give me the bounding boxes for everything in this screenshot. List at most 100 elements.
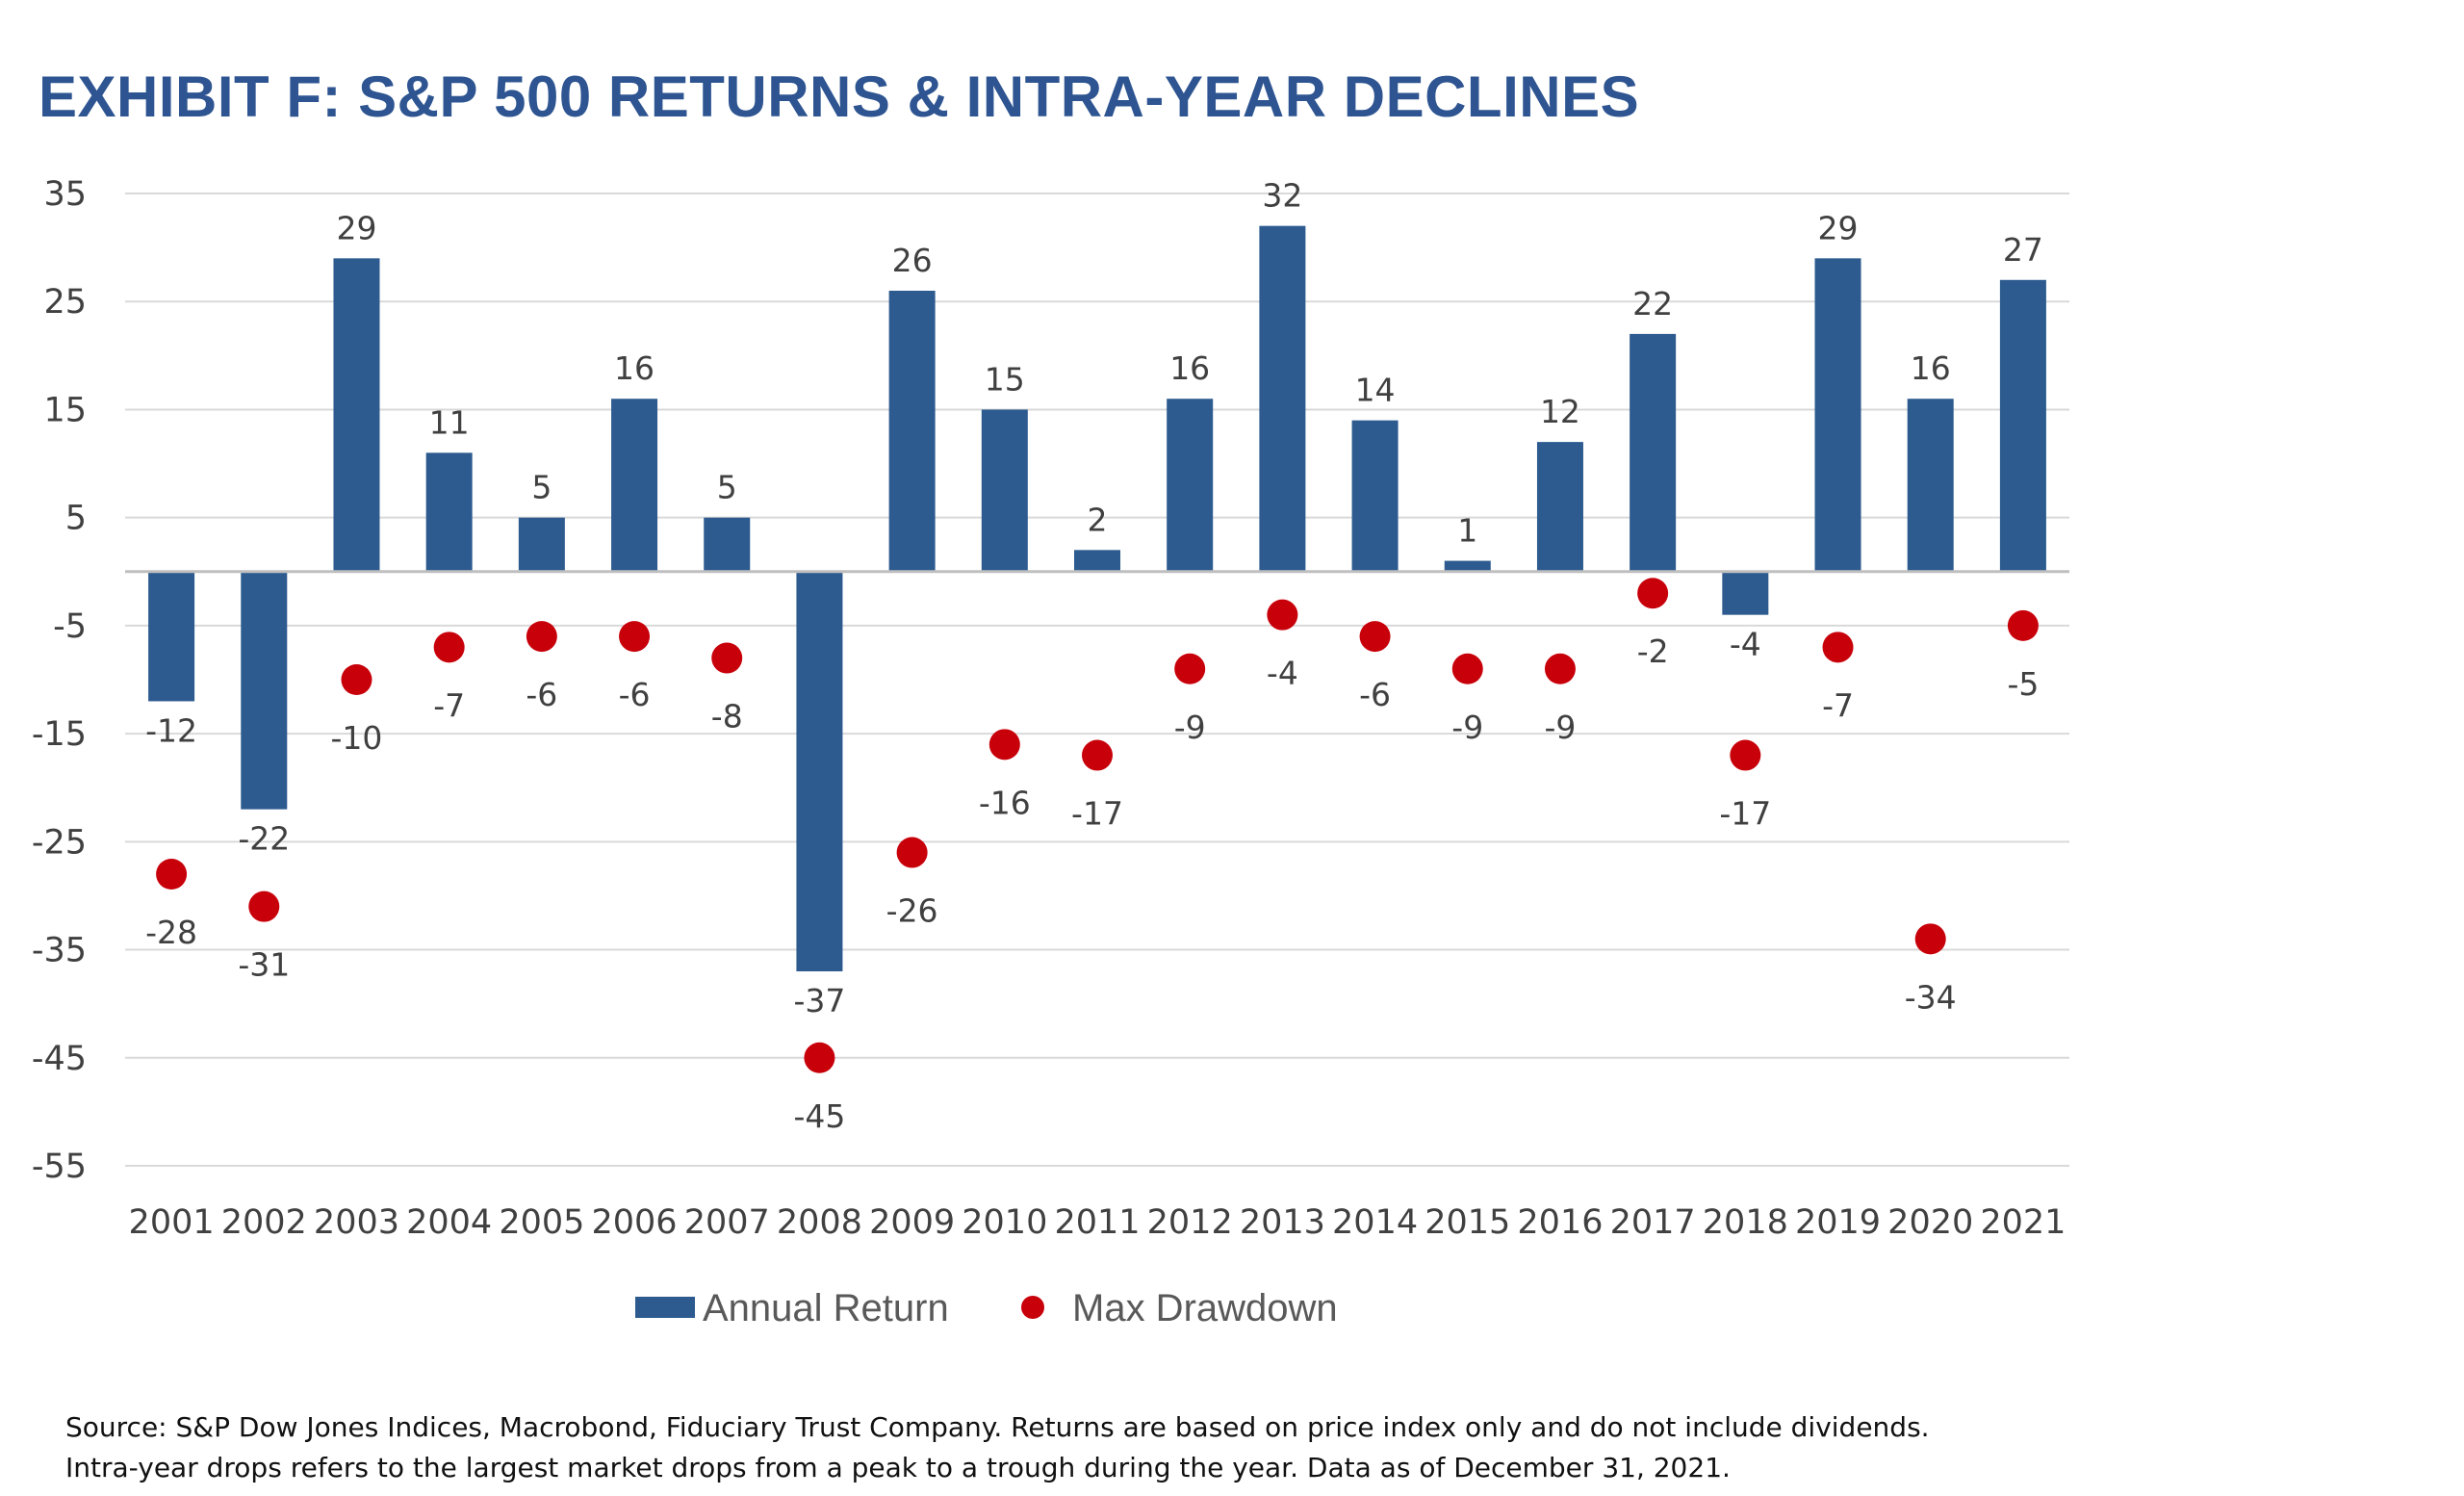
dot-2006 [619,621,650,652]
chart: 3525155-5-15-25-35-45-55 -12-2229115165-… [0,0,2464,1496]
dot-2016 [1545,654,1576,684]
legend-label-annual-return: Annual Return [703,1287,949,1329]
y-tick-label: -5 [53,607,87,646]
dot-2003 [341,664,372,695]
dot-label-2016: -9 [1544,709,1576,746]
dot-2010 [989,729,1020,760]
bar-label-2008: -37 [793,982,845,1019]
x-tick-2013: 2013 [1240,1203,1325,1242]
x-tick-2007: 2007 [684,1203,770,1242]
dot-2021 [2008,610,2039,641]
y-tick-label: -45 [32,1040,87,1078]
dot-2009 [897,838,928,868]
dot-label-2014: -6 [1359,676,1391,713]
x-tick-2002: 2002 [221,1203,307,1242]
legend-bar-swatch [635,1297,695,1318]
bar-2007 [704,518,750,572]
dot-2012 [1174,654,1205,684]
y-tick-label: -25 [32,823,87,862]
bar-2016 [1537,442,1583,572]
bar-2020 [1908,399,1954,572]
dot-label-2010: -16 [979,784,1031,821]
x-tick-2009: 2009 [869,1203,955,1242]
bar-label-2013: 32 [1262,177,1302,215]
dot-2019 [1823,632,1854,662]
dot-2017 [1637,578,1668,608]
dot-2007 [711,643,742,674]
source-line-1: Source: S&P Dow Jones Indices, Macrobond… [65,1407,2279,1448]
bar-label-2003: 29 [336,209,376,246]
bar-label-2015: 1 [1457,512,1477,550]
x-tick-2012: 2012 [1147,1203,1233,1242]
dot-label-2015: -9 [1451,709,1483,746]
source-line-2: Intra-year drops refers to the largest m… [65,1448,2279,1488]
bar-2013 [1259,226,1305,572]
dot-2004 [434,632,465,662]
bar-2019 [1815,258,1861,571]
bar-series [148,226,2046,971]
dot-label-2017: -2 [1637,632,1669,670]
y-tick-label: -35 [32,932,87,970]
bar-label-2001: -12 [145,711,197,749]
bar-label-2009: 26 [892,242,933,279]
dot-label-2012: -9 [1174,709,1206,746]
bar-2005 [519,518,565,572]
bar-label-2007: 5 [717,469,737,506]
dot-label-2001: -28 [145,914,197,951]
bar-label-2017: 22 [1632,285,1673,322]
x-tick-2006: 2006 [592,1203,678,1242]
dot-2014 [1360,621,1391,652]
legend-dot-swatch [1021,1296,1044,1319]
dot-label-2009: -26 [886,892,938,930]
x-tick-2008: 2008 [777,1203,862,1242]
dot-2001 [156,859,187,890]
bar-2015 [1445,561,1491,572]
bar-label-2020: 16 [1911,349,1951,387]
bar-2003 [333,258,379,571]
x-tick-2005: 2005 [499,1203,584,1242]
bar-2009 [889,291,936,572]
x-tick-2020: 2020 [1887,1203,1973,1242]
bar-label-2012: 16 [1169,349,1210,387]
gridlines [125,193,2069,1166]
dot-data-labels: -28-31-10-7 -6 -6-8-45-26-16 -17-9-4-6-9 -9-… [145,632,2039,1135]
bar-label-2011: 2 [1088,501,1108,538]
legend: Annual Return Max Drawdown [635,1287,1338,1329]
bar-label-2018: -4 [1730,626,1761,663]
dot-2005 [526,621,557,652]
source-note: Source: S&P Dow Jones Indices, Macrobond… [65,1407,2279,1488]
bar-2004 [426,452,473,571]
x-tick-2019: 2019 [1795,1203,1881,1242]
x-tick-2001: 2001 [129,1203,215,1242]
dot-label-2002: -31 [238,946,290,984]
dot-2002 [248,891,279,922]
x-tick-2018: 2018 [1703,1203,1788,1242]
x-tick-2014: 2014 [1332,1203,1418,1242]
y-tick-label: -15 [32,715,87,754]
bar-label-2010: 15 [985,360,1025,398]
bar-label-2016: 12 [1540,393,1580,430]
dot-2018 [1730,740,1760,771]
dot-label-2007: -8 [711,698,743,735]
bar-2014 [1352,421,1399,572]
dot-label-2011: -17 [1071,795,1123,833]
y-tick-label: 25 [43,283,87,322]
y-tick-label: 35 [43,175,87,214]
dot-2008 [804,1043,834,1073]
dot-2011 [1082,740,1113,771]
x-tick-2004: 2004 [406,1203,492,1242]
bar-label-2005: 5 [531,469,552,506]
bar-2002 [241,572,287,810]
bar-2017 [1630,334,1676,572]
bar-label-2002: -22 [238,820,290,858]
x-tick-2015: 2015 [1424,1203,1510,1242]
legend-label-max-drawdown: Max Drawdown [1072,1287,1338,1329]
y-tick-label: 15 [43,391,87,429]
dot-2020 [1915,923,1946,954]
bar-2001 [148,572,194,702]
y-tick-label: 5 [65,500,87,538]
x-tick-2021: 2021 [1980,1203,2066,1242]
x-tick-2017: 2017 [1610,1203,1696,1242]
dot-label-2020: -34 [1905,978,1957,1016]
dot-label-2005: -6 [526,676,557,713]
